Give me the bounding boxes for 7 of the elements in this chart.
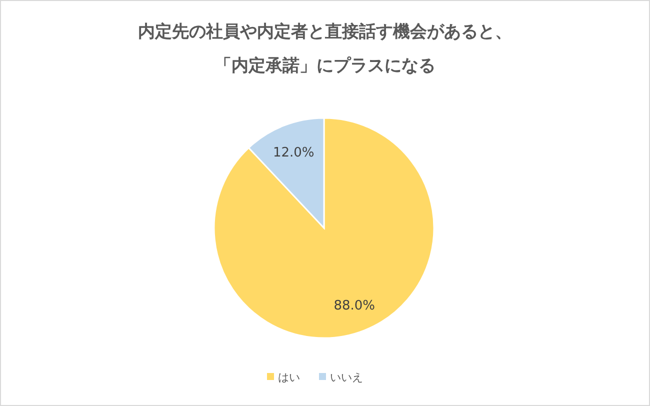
chart-subtitle: 「内定承諾」にプラスになる — [214, 56, 436, 76]
chart-title: 内定先の社員や内定者と直接話す機会があると、 — [138, 22, 512, 42]
legend-label: はい — [278, 371, 300, 384]
data-label: 88.0% — [334, 298, 376, 314]
pie-slice — [213, 117, 435, 339]
data-label: 12.0% — [272, 145, 314, 160]
legend-label: いいえ — [330, 371, 363, 384]
